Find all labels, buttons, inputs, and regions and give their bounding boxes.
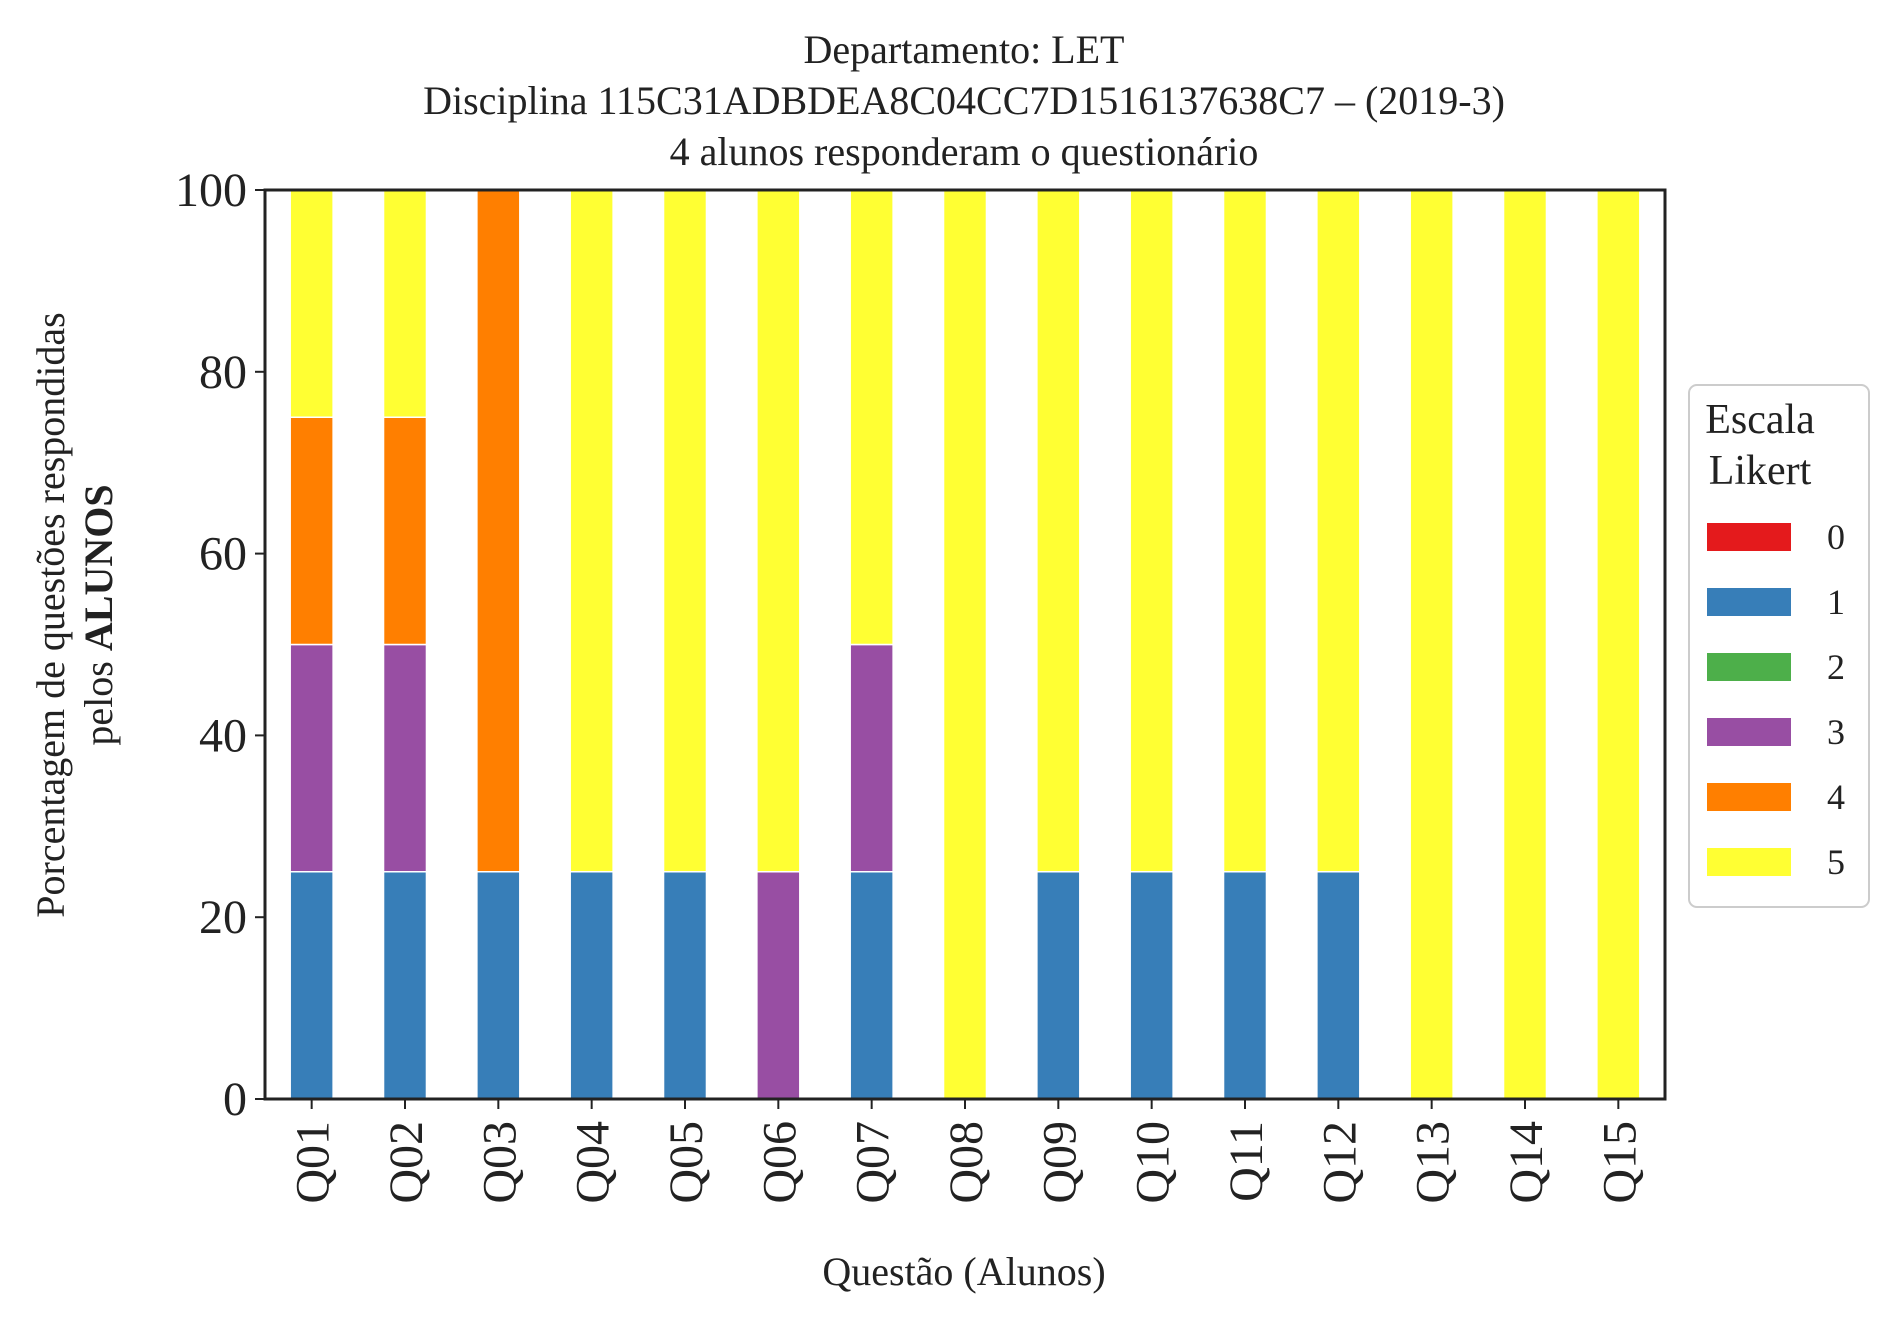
y-axis-label-prefix: pelos: [76, 651, 121, 745]
legend-label-3: 3: [1827, 712, 1845, 752]
y-axis-label-line-2: pelos ALUNOS: [76, 484, 121, 745]
legend-box: [1688, 384, 1870, 908]
legend-swatch-4: [1707, 783, 1791, 811]
x-tick-label-q07: Q07: [847, 1121, 900, 1204]
y-tick-label-40: 40: [199, 709, 247, 762]
x-tick-label-q06: Q06: [753, 1121, 806, 1204]
bar-segment-q10-likert-1: [1129, 871, 1174, 1100]
legend-label-2: 2: [1827, 647, 1845, 687]
title-line-2: Disciplina 115C31ADBDEA8C04CC7D151613763…: [423, 78, 1505, 123]
x-tick-label-q09: Q09: [1033, 1121, 1086, 1204]
bar-segment-q03-likert-1: [476, 871, 521, 1100]
x-tick-label-q13: Q13: [1407, 1121, 1460, 1204]
bar-segment-q14-likert-5: [1502, 189, 1548, 1100]
bar-segment-q01-likert-4: [289, 416, 334, 646]
x-axis-label: Questão (Alunos): [822, 1249, 1105, 1294]
bar-segment-q15-likert-5: [1596, 189, 1641, 1100]
y-axis-label-bold: ALUNOS: [76, 484, 121, 651]
x-tick-label-q03: Q03: [473, 1121, 526, 1204]
legend-swatch-5: [1707, 848, 1791, 876]
bar-segment-q01-likert-3: [289, 643, 334, 873]
x-tick-label-q12: Q12: [1313, 1121, 1366, 1204]
y-axis-label-line-1: Porcentagem de questões respondidas: [28, 312, 73, 917]
bar-segment-q02-likert-5: [382, 189, 428, 418]
legend-swatch-0: [1707, 523, 1791, 551]
bar-segment-q02-likert-4: [382, 416, 428, 646]
bar-segment-q04-likert-1: [569, 871, 614, 1100]
bar-segment-q09-likert-5: [1036, 189, 1081, 873]
title-line-3: 4 alunos responderam o questionário: [670, 129, 1259, 174]
x-ticks: Q01 Q02 Q03 Q04 Q05 Q06 Q07 Q08 Q09 Q10 Q11 Q12 Q13 Q…: [287, 1099, 1646, 1204]
bar-segment-q05-likert-1: [662, 871, 708, 1100]
y-tick-label-60: 60: [199, 528, 247, 581]
legend-title-line-2: Likert: [1709, 448, 1812, 494]
legend-label-4: 4: [1827, 777, 1845, 817]
y-tick-label-0: 0: [223, 1073, 247, 1126]
legend-label-1: 1: [1827, 582, 1845, 622]
legend-label-0: 0: [1827, 517, 1845, 557]
y-tick-label-80: 80: [199, 346, 247, 399]
bar-segment-q03-likert-4: [476, 189, 521, 873]
bar-segment-q07-likert-5: [849, 189, 894, 646]
legend-label-5: 5: [1827, 842, 1845, 882]
x-tick-label-q01: Q01: [287, 1121, 340, 1204]
bar-segment-q11-likert-5: [1222, 189, 1268, 873]
bar-segment-q08-likert-5: [942, 189, 988, 1100]
x-tick-label-q05: Q05: [660, 1121, 713, 1204]
bar-segment-q11-likert-1: [1222, 871, 1268, 1100]
x-tick-label-q10: Q10: [1127, 1121, 1180, 1204]
x-tick-label-q04: Q04: [567, 1121, 620, 1204]
bar-segment-q07-likert-1: [849, 871, 894, 1100]
chart-title: Departamento: LET Disciplina 115C31ADBDE…: [423, 27, 1505, 174]
bar-segment-q06-likert-5: [756, 189, 801, 873]
bar-segment-q10-likert-5: [1129, 189, 1174, 873]
x-tick-label-q14: Q14: [1500, 1121, 1553, 1204]
legend-swatch-1: [1707, 588, 1791, 616]
legend-title-line-1: Escala: [1705, 397, 1815, 443]
bar-segment-q02-likert-1: [382, 871, 428, 1100]
bar-segment-q13-likert-5: [1409, 189, 1454, 1100]
x-tick-label-q15: Q15: [1593, 1121, 1646, 1204]
y-tick-label-20: 20: [199, 891, 247, 944]
x-tick-label-q11: Q11: [1220, 1121, 1273, 1202]
bar-segment-q06-likert-3: [756, 871, 801, 1100]
bar-segment-q12-likert-1: [1316, 871, 1361, 1100]
y-tick-label-100: 100: [175, 164, 247, 217]
y-ticks: 0 20 40 60 80 100: [175, 164, 265, 1126]
y-axis-label: Porcentagem de questões respondidas pelo…: [28, 312, 121, 917]
legend-swatch-2: [1707, 653, 1791, 681]
legend-items: 0 1 2 3 4 5: [1707, 517, 1845, 882]
bar-segment-q01-likert-5: [289, 189, 334, 418]
bar-segment-q05-likert-5: [662, 189, 708, 873]
legend-swatch-3: [1707, 718, 1791, 746]
legend: Escala Likert 0 1 2 3 4 5: [1688, 384, 1870, 908]
bar-segment-q09-likert-1: [1036, 871, 1081, 1100]
bar-segment-q02-likert-3: [382, 643, 428, 873]
x-tick-label-q02: Q02: [380, 1121, 433, 1204]
bar-segment-q01-likert-1: [289, 871, 334, 1100]
x-tick-label-q08: Q08: [940, 1121, 993, 1204]
bar-segment-q04-likert-5: [569, 189, 614, 873]
bar-segment-q07-likert-3: [849, 643, 894, 873]
bars: [289, 189, 1641, 1100]
title-line-1: Departamento: LET: [804, 27, 1125, 72]
bar-segment-q12-likert-5: [1316, 189, 1361, 873]
